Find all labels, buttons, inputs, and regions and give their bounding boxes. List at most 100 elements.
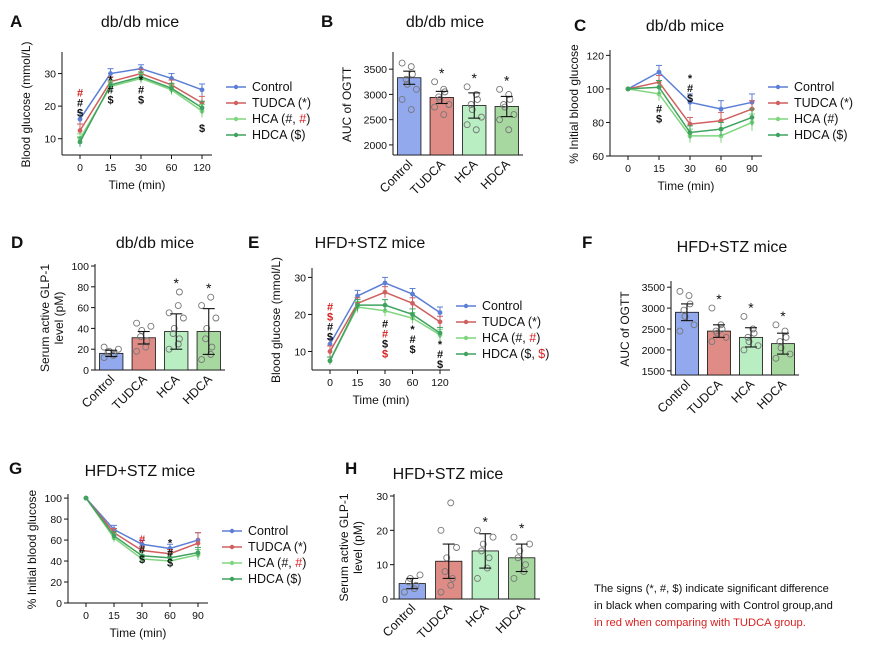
legend-marker [229, 544, 235, 550]
individual-point [412, 85, 420, 93]
legend-label-part: TUDCA (*) [248, 540, 307, 554]
panel-letter: G [9, 459, 22, 478]
sig-mark: # [327, 322, 333, 334]
legend-label: HDCA ($) [252, 128, 305, 142]
data-point [111, 533, 117, 539]
sig-mark: $ [139, 554, 145, 566]
individual-point [198, 356, 206, 364]
data-point [656, 69, 662, 75]
y-tick-label: 3000 [364, 89, 388, 101]
individual-point [772, 354, 780, 362]
legend-label-part: # [299, 112, 306, 126]
individual-point [109, 351, 117, 359]
legend-marker [775, 84, 781, 90]
sig-mark: # [138, 84, 144, 96]
individual-point [179, 314, 187, 322]
y-axis-label-2: level (pM) [351, 521, 365, 574]
sig-mark: # [139, 544, 145, 556]
bar-control [397, 77, 422, 156]
x-axis-label: Time (min) [658, 179, 715, 193]
sig-mark: * [139, 74, 144, 86]
x-tick-label: 0 [327, 377, 333, 389]
individual-point [690, 321, 698, 329]
sig-mark: $ [327, 332, 333, 344]
y-tick-label: 1500 [642, 366, 666, 378]
y-tick-label: 80 [50, 514, 62, 526]
individual-point [436, 95, 444, 103]
y-tick-label: 2500 [364, 115, 388, 127]
y-axis-label-2: level (pM) [52, 292, 66, 345]
y-tick-label: 2500 [642, 324, 666, 336]
panel-title: HFD+STZ mice [677, 239, 788, 256]
panel-title: db/db mice [406, 14, 484, 31]
data-point [199, 87, 205, 93]
individual-point [138, 327, 146, 334]
individual-point [496, 85, 504, 93]
panel-letter: E [248, 233, 259, 252]
legend-label-part: HDCA ($) [794, 128, 847, 142]
individual-point [489, 533, 497, 541]
individual-point [437, 588, 445, 596]
x-tick-label: 90 [746, 163, 758, 175]
legend-label-part: $ [538, 347, 545, 361]
individual-point [198, 302, 206, 309]
individual-point [133, 347, 141, 355]
panel-letter: H [345, 459, 357, 478]
individual-point [685, 292, 693, 299]
individual-point [447, 499, 455, 507]
y-tick-label: 20 [77, 344, 89, 356]
y-tick-label: 100 [586, 84, 604, 96]
data-point [169, 85, 174, 91]
legend-marker [233, 116, 239, 122]
individual-point [443, 554, 451, 562]
sig-star: * [483, 513, 489, 529]
individual-point [477, 113, 485, 121]
y-tick-label: 100 [44, 493, 62, 505]
legend-label: HDCA ($) [794, 128, 847, 142]
individual-point [212, 314, 220, 322]
y-tick-label: 60 [77, 303, 89, 315]
y-tick-label: 120 [586, 50, 604, 62]
sig-mark: # [687, 83, 693, 95]
y-tick-label: 100 [71, 261, 89, 273]
legend-marker [463, 303, 469, 309]
individual-point [485, 554, 493, 562]
y-axis-label: AUC of OGTT [618, 291, 632, 367]
individual-point [440, 111, 448, 119]
sig-mark: $ [382, 338, 388, 350]
sig-mark: # [437, 349, 443, 361]
individual-point [681, 313, 689, 320]
data-point [139, 541, 145, 547]
individual-point [114, 345, 122, 353]
sig-mark: $ [107, 94, 113, 106]
sig-mark: # [77, 87, 83, 99]
sig-star: * [519, 520, 525, 536]
y-tick-label: 30 [294, 272, 306, 284]
panel-e: E HFD+STZ mice 10 20 30 Blood glucose (mmol/L… [248, 233, 549, 407]
legend-label-part: # [295, 556, 302, 570]
y-tick-label: 60 [592, 151, 604, 163]
y-tick-label: 20 [376, 525, 388, 537]
y-tick-label: 20 [294, 309, 306, 321]
panel-letter: B [321, 12, 333, 31]
y-tick-label: 40 [77, 323, 89, 335]
data-point [437, 330, 443, 336]
y-tick-label: 80 [592, 117, 604, 129]
sig-mark: $ [382, 348, 388, 360]
individual-point [447, 581, 455, 589]
legend-label-part: HDCA ($) [248, 572, 301, 586]
data-point [749, 115, 755, 120]
y-tick-label: 0 [83, 365, 89, 377]
y-tick-label: 40 [50, 556, 62, 568]
data-point [77, 139, 83, 145]
data-point [410, 291, 415, 297]
data-point [382, 289, 388, 295]
individual-point [708, 304, 716, 312]
x-tick-label: 120 [193, 162, 211, 174]
individual-point [514, 554, 522, 562]
individual-point [416, 571, 424, 579]
y-tick-label: 2000 [364, 140, 388, 152]
sig-star: * [206, 280, 212, 296]
individual-point [777, 344, 785, 352]
legend-label-part: Control [252, 80, 292, 94]
